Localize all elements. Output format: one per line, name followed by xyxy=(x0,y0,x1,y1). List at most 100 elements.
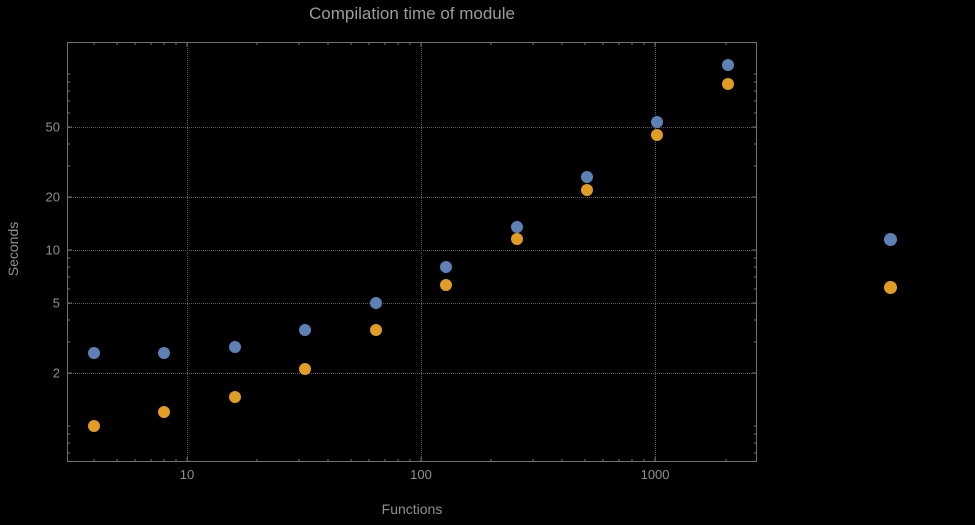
x-tick-label: 10 xyxy=(179,467,195,482)
x-minor-tick xyxy=(150,459,152,461)
x-minor-tick xyxy=(93,459,95,461)
data-point-series-1 xyxy=(369,296,382,309)
y-tick-label: 10 xyxy=(45,242,60,258)
data-point-series-1 xyxy=(651,116,664,129)
y-minor-tick xyxy=(754,266,756,268)
legend xyxy=(884,233,897,294)
y-minor-tick xyxy=(754,100,756,102)
y-major-tick xyxy=(752,372,756,374)
y-major-tick xyxy=(68,302,72,304)
y-major-tick xyxy=(68,372,72,374)
y-minor-tick xyxy=(754,341,756,343)
x-minor-tick xyxy=(384,459,386,461)
y-gridline xyxy=(68,196,756,198)
x-major-tick xyxy=(186,43,188,47)
x-minor-tick xyxy=(134,43,136,45)
y-minor-tick xyxy=(754,165,756,167)
x-minor-tick xyxy=(631,43,633,45)
x-minor-tick xyxy=(561,459,563,461)
y-minor-tick xyxy=(68,452,70,454)
x-minor-tick xyxy=(532,459,534,461)
y-minor-tick xyxy=(68,276,70,278)
data-point-series-2 xyxy=(299,363,312,376)
x-minor-tick xyxy=(490,43,492,45)
x-minor-tick xyxy=(256,459,258,461)
data-point-series-1 xyxy=(158,346,171,359)
x-minor-tick xyxy=(256,43,258,45)
x-minor-tick xyxy=(116,43,118,45)
x-minor-tick xyxy=(532,43,534,45)
data-point-series-2 xyxy=(228,391,241,404)
y-minor-tick xyxy=(68,90,70,92)
data-point-series-2 xyxy=(158,405,171,418)
x-minor-tick xyxy=(602,459,604,461)
y-tick-label: 2 xyxy=(52,365,60,381)
y-minor-tick xyxy=(68,442,70,444)
x-minor-tick xyxy=(150,43,152,45)
plot-area: 10 100 1000 2 5 10 20 50 xyxy=(46,42,757,481)
data-point-series-2 xyxy=(440,279,453,292)
y-minor-tick xyxy=(754,425,756,427)
data-point-series-2 xyxy=(721,77,734,90)
y-minor-tick xyxy=(754,73,756,75)
data-point-series-2 xyxy=(581,183,594,196)
y-major-tick xyxy=(68,126,72,128)
y-major-tick xyxy=(68,196,72,198)
y-minor-tick xyxy=(68,425,70,427)
x-minor-tick xyxy=(397,43,399,45)
data-point-series-1 xyxy=(581,170,594,183)
y-minor-tick xyxy=(68,81,70,83)
x-minor-tick xyxy=(561,43,563,45)
y-minor-tick xyxy=(754,452,756,454)
y-minor-tick xyxy=(68,100,70,102)
x-minor-tick xyxy=(175,43,177,45)
x-minor-tick xyxy=(643,459,645,461)
data-point-series-2 xyxy=(651,128,664,141)
x-minor-tick xyxy=(397,459,399,461)
data-point-series-1 xyxy=(440,260,453,273)
y-major-tick xyxy=(752,126,756,128)
x-minor-tick xyxy=(368,43,370,45)
data-point-series-2 xyxy=(510,233,523,246)
x-major-tick xyxy=(420,43,422,47)
y-gridline xyxy=(68,249,756,251)
y-major-tick xyxy=(752,249,756,251)
x-minor-tick xyxy=(618,459,620,461)
x-minor-tick xyxy=(618,43,620,45)
x-minor-tick xyxy=(298,459,300,461)
y-minor-tick xyxy=(68,73,70,75)
x-minor-tick xyxy=(327,43,329,45)
y-gridline xyxy=(68,126,756,128)
x-minor-tick xyxy=(409,43,411,45)
y-gridline xyxy=(68,372,756,374)
x-major-tick xyxy=(420,457,422,461)
x-minor-tick xyxy=(409,459,411,461)
y-minor-tick xyxy=(68,112,70,114)
x-minor-tick xyxy=(116,459,118,461)
data-point-series-1 xyxy=(228,341,241,354)
legend-marker-series-1 xyxy=(884,233,897,246)
x-minor-tick xyxy=(327,459,329,461)
chart-title: Compilation time of module xyxy=(309,4,515,23)
x-axis-label: Functions xyxy=(381,501,443,517)
x-minor-tick xyxy=(93,43,95,45)
y-major-tick xyxy=(752,196,756,198)
x-tick-label: 1000 xyxy=(640,467,670,482)
data-point-series-1 xyxy=(721,59,734,72)
x-minor-tick xyxy=(350,459,352,461)
x-minor-tick xyxy=(163,459,165,461)
y-minor-tick xyxy=(68,433,70,435)
y-minor-tick xyxy=(68,319,70,321)
y-minor-tick xyxy=(68,341,70,343)
y-tick-label: 20 xyxy=(45,189,60,205)
x-minor-tick xyxy=(350,43,352,45)
x-major-tick xyxy=(654,43,656,47)
x-minor-tick xyxy=(584,459,586,461)
legend-marker-series-2 xyxy=(884,281,897,294)
x-minor-tick xyxy=(175,459,177,461)
data-point-series-1 xyxy=(87,346,100,359)
y-minor-tick xyxy=(754,433,756,435)
data-point-series-1 xyxy=(299,324,312,337)
data-point-series-2 xyxy=(369,324,382,337)
